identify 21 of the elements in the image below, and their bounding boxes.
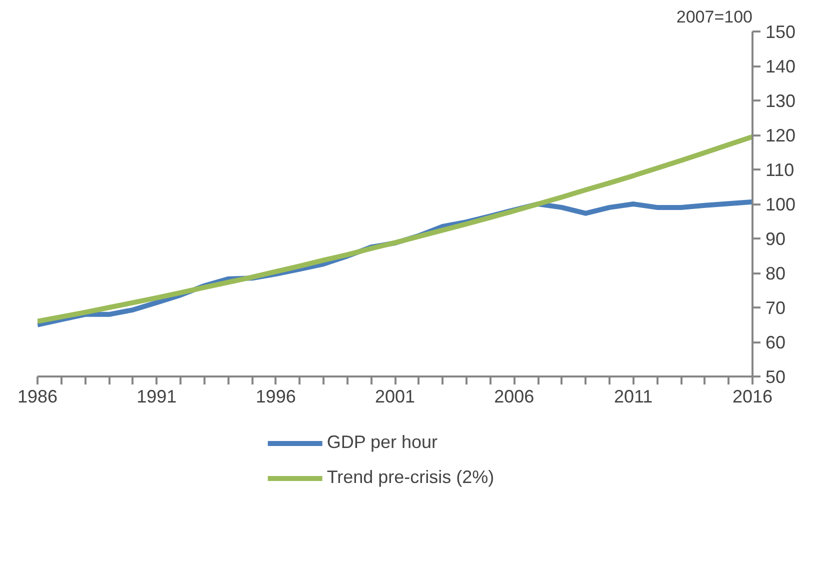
y-tick-label: 80 — [766, 264, 786, 284]
y-tick-label: 140 — [766, 56, 796, 76]
x-tick-label: 1996 — [256, 386, 296, 406]
x-tick-label: 1986 — [17, 386, 58, 406]
y-tick-label: 90 — [766, 229, 786, 249]
y-tick-label: 60 — [766, 332, 786, 352]
legend-label: GDP per hour — [326, 432, 438, 453]
x-tick-label: 2001 — [374, 386, 416, 406]
x-tick-label: 2011 — [614, 386, 653, 406]
x-tick-label: 2016 — [732, 386, 773, 406]
y-tick-label: 70 — [766, 298, 786, 318]
x-tick-label: 1991 — [136, 386, 177, 406]
y-tick-label: 100 — [766, 194, 796, 214]
x-tick-label: 2006 — [494, 386, 534, 406]
y-axis-title: 2007=100 — [676, 8, 753, 26]
y-tick-label: 120 — [766, 126, 796, 146]
y-tick-label: 150 — [766, 22, 796, 42]
y-tick-label: 50 — [766, 367, 786, 387]
y-tick-label: 110 — [766, 160, 794, 180]
y-tick-label: 130 — [766, 91, 796, 111]
legend-label: Trend pre-crisis (2%) — [326, 467, 494, 488]
